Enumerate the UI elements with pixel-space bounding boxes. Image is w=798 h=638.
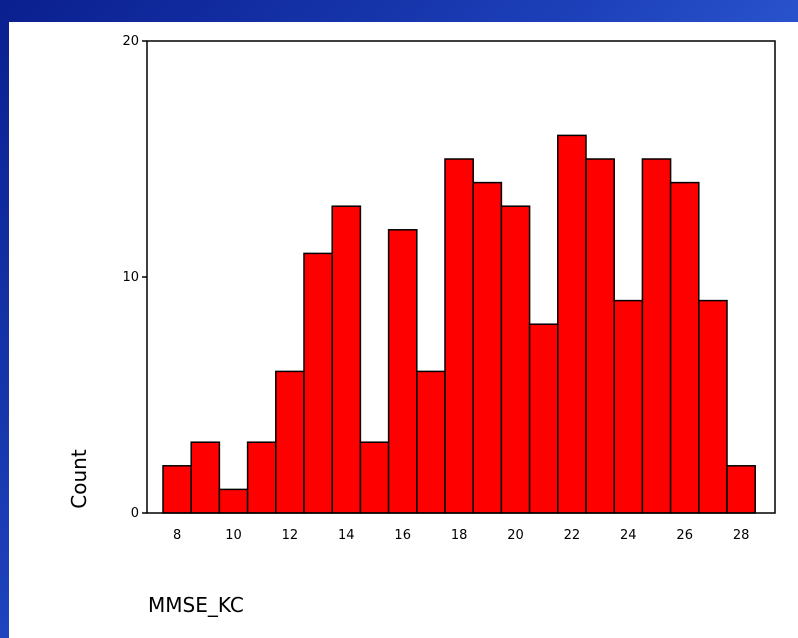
x-axis: 8 10 12 14 16 18 20 22 24 26 28 (173, 528, 749, 543)
x-tick-label: 18 (451, 528, 468, 543)
x-tick-label: 28 (733, 528, 750, 543)
bar-11 (246, 441, 277, 514)
x-tick-label: 8 (173, 528, 181, 543)
x-tick-label: 14 (338, 528, 355, 543)
chart-panel: 0 10 20 8 10 12 14 16 18 20 22 24 26 28 MMSE_KC Coun… (9, 22, 798, 638)
x-tick-label: 22 (564, 528, 581, 543)
bar-18 (444, 158, 474, 514)
bar-22 (557, 134, 587, 514)
bar-13 (303, 252, 333, 514)
bar-23 (585, 158, 615, 514)
histogram-chart: 0 10 20 8 10 12 14 16 18 20 22 24 26 28 MMSE_KC Coun… (67, 34, 776, 617)
bar-9 (190, 441, 221, 514)
bar-15 (359, 441, 390, 514)
bar-12 (275, 370, 305, 514)
y-tick-label: 0 (131, 506, 139, 521)
y-axis-title: Count (67, 449, 91, 509)
x-axis-title: MMSE_KC (148, 593, 244, 617)
bar-16 (387, 229, 418, 514)
x-tick-label: 20 (507, 528, 524, 543)
bar-27 (698, 299, 728, 514)
bar-25 (641, 158, 672, 514)
y-tick-label: 20 (122, 34, 139, 49)
bar-17 (416, 370, 446, 514)
y-tick-label: 10 (122, 270, 139, 285)
x-tick-label: 12 (282, 528, 299, 543)
x-tick-label: 16 (394, 528, 411, 543)
x-tick-label: 26 (676, 528, 693, 543)
bar-20 (500, 205, 531, 514)
bar-8 (162, 465, 192, 514)
bar-14 (331, 205, 362, 514)
bars-group (162, 134, 756, 514)
y-axis: 0 10 20 (122, 34, 147, 521)
bar-26 (669, 181, 700, 514)
bar-24 (613, 299, 644, 514)
bar-21 (528, 323, 559, 514)
bar-19 (472, 181, 503, 514)
x-tick-label: 10 (225, 528, 242, 543)
x-tick-label: 24 (620, 528, 637, 543)
bar-28 (726, 465, 756, 514)
bar-10 (218, 488, 249, 514)
